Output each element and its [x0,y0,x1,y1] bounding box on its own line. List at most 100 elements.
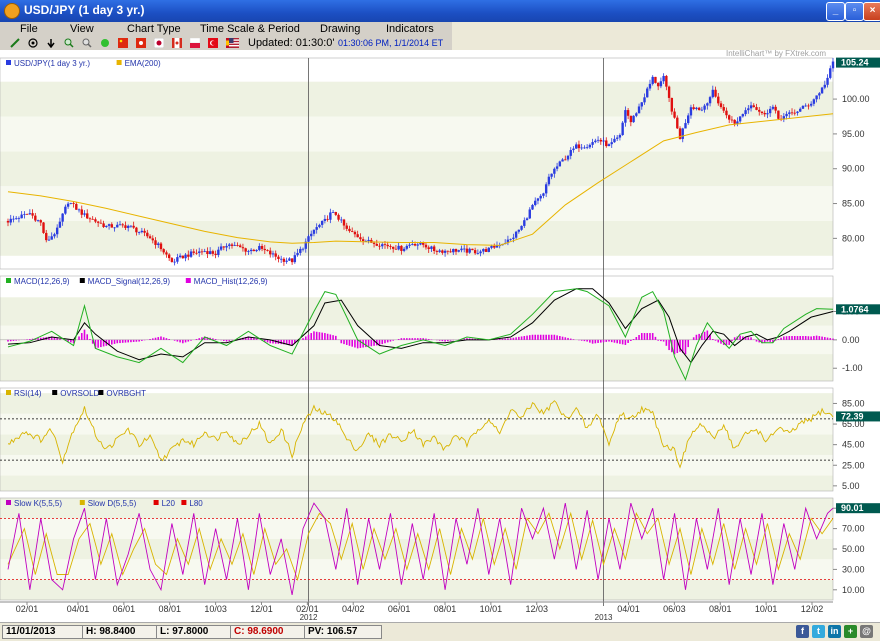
candle-body [717,96,720,104]
panel-band-2-0 [0,475,833,491]
menu-chart-type[interactable]: Chart Type [127,23,181,35]
menu-indicators[interactable]: Indicators [386,23,434,35]
candle-body [738,116,742,122]
chart-area[interactable]: IntelliChart™ by FXtrek.com 80.00 85.00 90.… [0,50,880,622]
candle-body [768,108,772,114]
facebook-icon[interactable]: f [796,625,809,638]
crosshair-icon[interactable] [28,38,38,48]
candle-body [809,103,813,106]
candle-body [419,242,422,245]
candle-body [777,110,780,119]
flag-turkey-icon[interactable] [208,38,218,48]
flag-usa-icon[interactable] [229,38,239,48]
arrow-down-icon[interactable] [46,38,56,48]
candle-body [575,144,578,149]
last-value-label-0: 105.24 [841,58,869,68]
candles-group [6,58,835,266]
flag-canada-icon[interactable] [172,38,182,48]
candle-body [454,249,458,252]
status-low: L: 97.8000 [156,625,234,639]
candle-body [258,245,261,250]
candle-body [260,245,264,249]
candle-body [42,222,45,233]
candle-body [678,128,682,139]
candle-body [613,138,616,143]
candle-body [345,225,348,229]
candle-body [432,246,436,251]
menu-file[interactable]: File [20,23,38,35]
candle-body [823,84,827,88]
candle-body [247,251,250,252]
maximize-button[interactable]: ▫ [845,2,864,21]
legend-swatch-0-1 [116,60,122,65]
status-high: H: 98.8400 [82,625,160,639]
legend-label-2-2: OVRBGHT [106,389,146,398]
minimize-button[interactable]: _ [826,2,845,21]
legend-swatch-2-0 [6,390,11,395]
candle-body [236,245,239,246]
candle-body [471,248,474,251]
candle-body [58,221,62,228]
menu-view[interactable]: View [70,23,94,35]
candle-body [577,144,581,149]
close-button[interactable]: × [863,2,880,21]
candle-body [116,224,119,228]
candle-body [17,218,21,220]
pen-icon[interactable] [10,38,20,48]
candle-body [637,106,641,114]
candle-body [102,223,105,228]
candle-body [402,248,406,251]
candle-body [427,247,430,249]
status-close: C: 98.6900 [230,625,308,639]
candle-body [219,246,223,250]
candle-body [146,232,149,237]
flag-poland-icon[interactable] [190,38,200,48]
last-value-label-2: 72.39 [841,411,864,421]
panel-frame-2 [0,387,834,492]
linkedin-icon[interactable]: in [828,625,841,638]
window-title: USD/JPY (1 day 3 yr.) [24,3,145,17]
candle-body [749,105,753,109]
menu-drawing[interactable]: Drawing [320,23,361,35]
x-tick-label-13: 06/03 [663,604,686,614]
legend-swatch-1-1 [79,278,85,283]
candle-body [697,107,701,111]
flag-japan-icon[interactable] [154,38,164,48]
y-tick-label-0-1: 85.00 [842,199,865,209]
share-icon[interactable]: + [844,625,857,638]
email-icon[interactable]: @ [860,625,873,638]
candle-body [632,115,635,123]
candle-body [422,242,425,245]
candle-body [542,193,545,196]
legend-swatch-3-0 [6,500,11,505]
toolbar: Updated: 01:30:0' 01:30:06 PM, 1/1/2014 … [0,36,452,50]
twitter-icon[interactable]: t [812,625,825,638]
candle-body [487,247,490,252]
y-tick-label-2-3: 65.00 [842,419,865,429]
candle-body [77,209,81,211]
candle-body [517,229,521,232]
candle-body [547,176,551,185]
candle-body [334,212,338,215]
zoom-in-icon[interactable] [64,38,74,48]
candle-body [411,244,414,245]
candle-body [397,245,400,250]
flag-hongkong-icon[interactable] [136,38,146,48]
candle-body [536,198,540,201]
y-tick-label-2-2: 45.00 [842,440,865,450]
color-icon[interactable] [100,38,110,48]
panel-band-0-3 [0,116,833,152]
zoom-out-icon[interactable] [82,38,92,48]
legend-label-2-1: OVRSOLD [60,389,99,398]
candle-body [110,224,114,228]
candle-body [208,251,212,255]
flag-china-icon[interactable] [118,38,128,48]
menu-time-scale-period[interactable]: Time Scale & Period [200,23,300,35]
candle-body [6,220,10,223]
candle-body [342,219,346,226]
candle-body [55,227,59,235]
candle-body [405,245,409,249]
candle-body [558,161,562,167]
x-tick-label-12: 04/01 [617,604,640,614]
candle-body [820,87,824,94]
